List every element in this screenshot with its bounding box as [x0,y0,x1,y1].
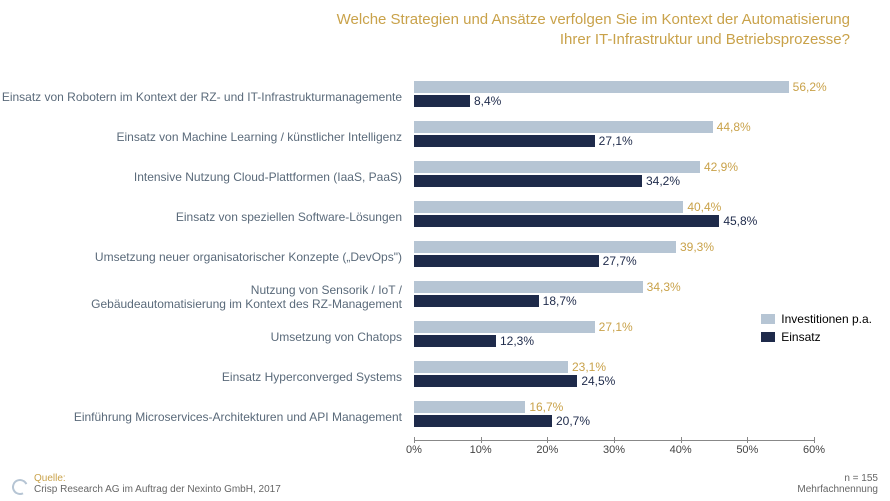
bar-einsatz [414,255,599,267]
x-tick-label: 20% [536,444,558,456]
legend-swatch-1 [761,314,775,324]
bar-value-einsatz: 8,4% [474,94,501,108]
category-label: Nutzung von Sensorik / IoT /Gebäudeautom… [0,284,408,312]
bar-investitionen [414,321,595,333]
legend: Investitionen p.a. Einsatz [761,312,872,348]
chart-row: Einsatz von Machine Learning / künstlich… [0,118,890,158]
x-tick-label: 40% [670,444,692,456]
category-label: Intensive Nutzung Cloud-Plattformen (Iaa… [0,171,408,185]
bar-value-investitionen: 23,1% [572,360,606,374]
category-label: Einsatz von speziellen Software-Lösungen [0,211,408,225]
bar-einsatz [414,215,719,227]
category-label: Einsatz Hyperconverged Systems [0,371,408,385]
footer: Quelle: Crisp Research AG im Auftrag der… [12,473,878,495]
bar-investitionen [414,121,713,133]
footer-note: Mehrfachnennung [797,484,878,495]
title-line-2: Ihrer IT-Infrastruktur und Betriebsproze… [337,30,850,50]
category-label: Einführung Microservices-Architekturen u… [0,411,408,425]
bar-einsatz [414,175,642,187]
source-label: Quelle: [34,473,281,484]
bar-value-investitionen: 34,3% [647,280,681,294]
legend-label-1: Investitionen p.a. [781,312,872,326]
category-label: Umsetzung neuer organisatorischer Konzep… [0,251,408,265]
bar-value-investitionen: 27,1% [599,320,633,334]
category-label: Einsatz von Robotern im Kontext der RZ- … [0,91,408,105]
bar-value-einsatz: 18,7% [543,294,577,308]
bar-value-investitionen: 56,2% [793,80,827,94]
legend-item-investitionen: Investitionen p.a. [761,312,872,326]
logo-icon [10,477,31,498]
bar-group: 27,1% 12,3% [414,318,814,354]
x-tick-label: 10% [470,444,492,456]
bar-investitionen [414,281,643,293]
n-text: n = 155 [797,473,878,484]
x-tick-label: 60% [803,444,825,456]
bar-group: 44,8% 27,1% [414,118,814,154]
chart-plot-area: Einsatz von Robotern im Kontext der RZ- … [0,78,890,446]
category-label: Einsatz von Machine Learning / künstlich… [0,131,408,145]
legend-label-2: Einsatz [781,330,820,344]
bar-einsatz [414,95,470,107]
bar-investitionen [414,241,676,253]
bar-value-einsatz: 27,7% [603,254,637,268]
bar-einsatz [414,335,496,347]
bar-value-einsatz: 45,8% [723,214,757,228]
legend-swatch-2 [761,332,775,342]
bar-group: 56,2%8,4% [414,78,814,114]
bar-investitionen [414,201,683,213]
bar-einsatz [414,135,595,147]
bar-einsatz [414,295,539,307]
bar-value-investitionen: 39,3% [680,240,714,254]
title-line-1: Welche Strategien und Ansätze verfolgen … [337,10,850,30]
source-text: Crisp Research AG im Auftrag der Nexinto… [34,484,281,495]
bar-einsatz [414,415,552,427]
chart-row: Einsatz Hyperconverged Systems 23,1%24,5% [0,358,890,398]
bar-value-einsatz: 20,7% [556,414,590,428]
chart-container: Welche Strategien und Ansätze verfolgen … [0,0,890,501]
chart-row: Umsetzung neuer organisatorischer Konzep… [0,238,890,278]
bar-group: 42,9% 34,2% [414,158,814,194]
chart-row: Intensive Nutzung Cloud-Plattformen (Iaa… [0,158,890,198]
x-axis: 0%10%20%30%40%50%60% [414,440,814,460]
bar-value-investitionen: 42,9% [704,160,738,174]
chart-row: Nutzung von Sensorik / IoT /Gebäudeautom… [0,278,890,318]
bar-value-einsatz: 34,2% [646,174,680,188]
bar-value-einsatz: 12,3% [500,334,534,348]
legend-item-einsatz: Einsatz [761,330,872,344]
category-label: Umsetzung von Chatops [0,331,408,345]
bar-investitionen [414,361,568,373]
bar-investitionen [414,161,700,173]
footer-right: n = 155 Mehrfachnennung [797,473,878,495]
bar-group: 23,1%24,5% [414,358,814,394]
bar-value-investitionen: 16,7% [529,400,563,414]
bar-group: 34,3% 18,7% [414,278,814,314]
x-tick-label: 30% [603,444,625,456]
bar-group: 39,3% 27,7% [414,238,814,274]
chart-row: Umsetzung von Chatops 27,1% 12,3% [0,318,890,358]
x-tick-label: 50% [736,444,758,456]
source-block: Quelle: Crisp Research AG im Auftrag der… [34,473,281,495]
bar-value-einsatz: 24,5% [581,374,615,388]
chart-title: Welche Strategien und Ansätze verfolgen … [337,10,850,51]
bar-value-investitionen: 44,8% [717,120,751,134]
bar-value-investitionen: 40,4% [687,200,721,214]
chart-row: Einsatz von speziellen Software-Lösungen… [0,198,890,238]
bar-investitionen [414,401,525,413]
chart-row: Einführung Microservices-Architekturen u… [0,398,890,438]
x-tick-label: 0% [406,444,422,456]
footer-left: Quelle: Crisp Research AG im Auftrag der… [12,473,281,495]
chart-row: Einsatz von Robotern im Kontext der RZ- … [0,78,890,118]
bar-einsatz [414,375,577,387]
bar-investitionen [414,81,789,93]
bar-value-einsatz: 27,1% [599,134,633,148]
bar-group: 16,7%20,7% [414,398,814,434]
bar-group: 40,4%45,8% [414,198,814,234]
